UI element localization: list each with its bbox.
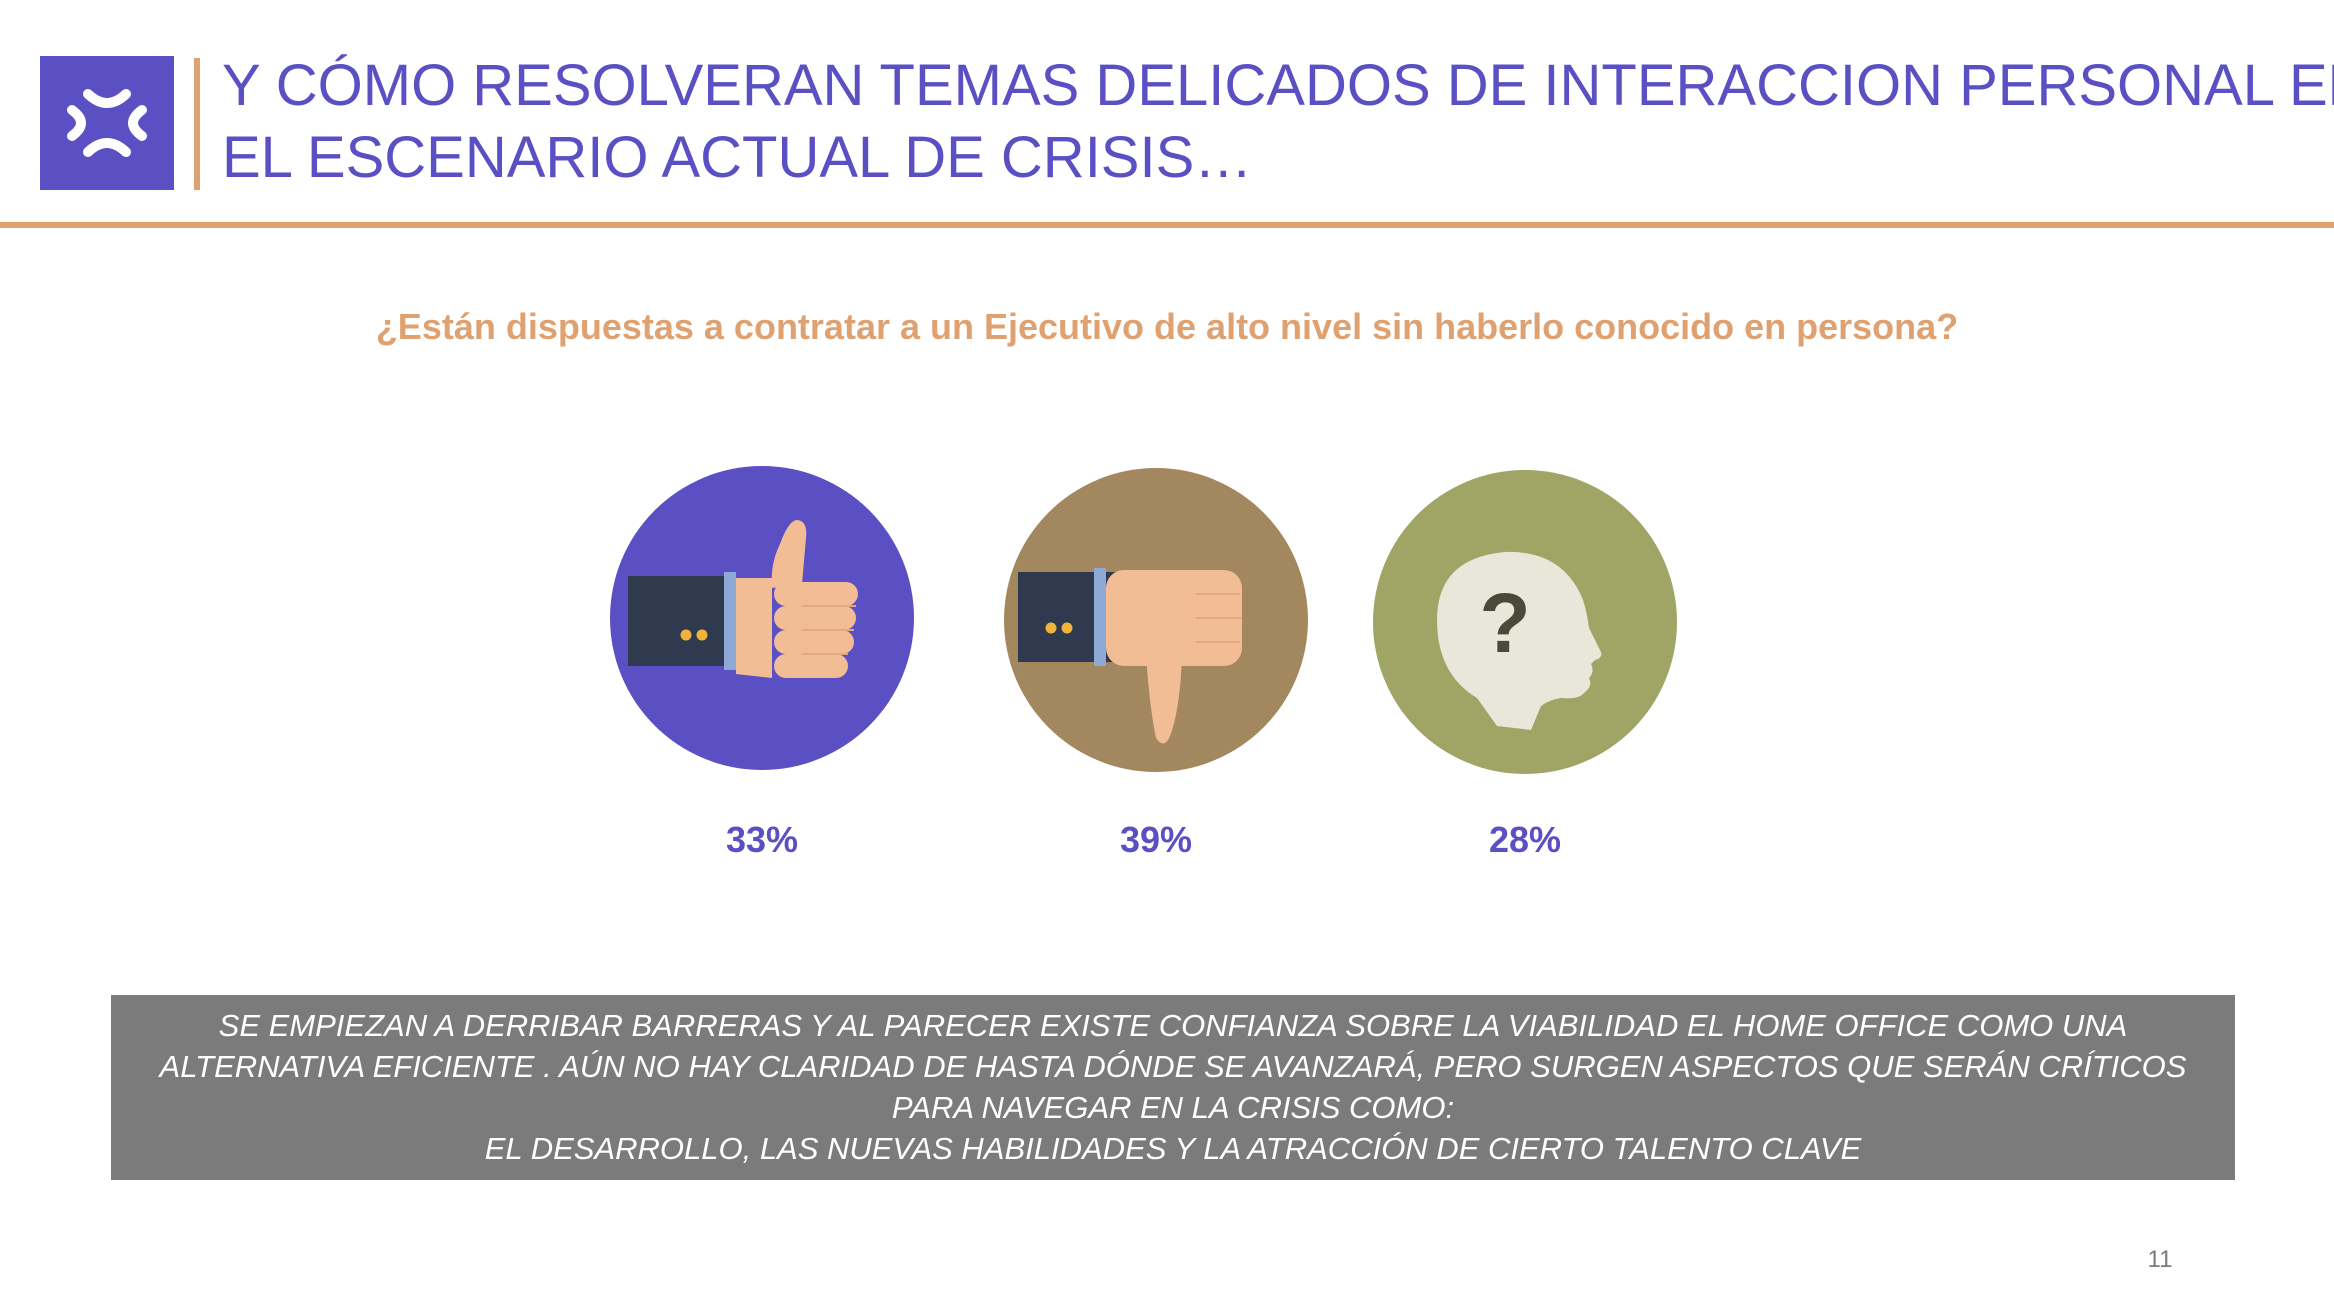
thumbs-up-icon [602, 460, 922, 780]
conclusion-box: SE EMPIEZAN A DERRIBAR BARRERAS Y AL PAR… [111, 995, 2235, 1180]
conclusion-line-2: ALTERNATIVA EFICIENTE . AÚN NO HAY CLARI… [159, 1049, 2187, 1084]
page-title: Y CÓMO RESOLVERAN TEMAS DELICADOS DE INT… [222, 50, 2334, 194]
title-accent-bar [194, 58, 200, 190]
option-yes: 33% [602, 460, 922, 880]
survey-question: ¿Están dispuestas a contratar a un Ejecu… [375, 306, 1959, 347]
header-divider [0, 222, 2334, 228]
percent-no: 39% [1119, 819, 1193, 860]
thumbs-down-icon [996, 460, 1316, 780]
conclusion-line-3: PARA NAVEGAR EN LA CRISIS COMO: [891, 1090, 1455, 1125]
title-line-2: EL ESCENARIO ACTUAL DE CRISIS… [222, 125, 1253, 190]
percent-yes: 33% [725, 819, 799, 860]
option-no: 39% [996, 460, 1316, 880]
conclusion-line-1: SE EMPIEZAN A DERRIBAR BARRERAS Y AL PAR… [218, 1008, 2128, 1043]
page-number: 11 [2147, 1246, 2173, 1273]
option-unsure: ? 28% [1365, 460, 1685, 880]
svg-text:?: ? [1479, 576, 1530, 670]
title-line-1: Y CÓMO RESOLVERAN TEMAS DELICADOS DE INT… [222, 53, 2334, 118]
question-head-icon: ? [1365, 460, 1685, 780]
conclusion-line-4: EL DESARROLLO, LAS NUEVAS HABILIDADES Y … [484, 1131, 1862, 1166]
brand-logo-icon [40, 56, 174, 190]
percent-unsure: 28% [1488, 819, 1562, 860]
